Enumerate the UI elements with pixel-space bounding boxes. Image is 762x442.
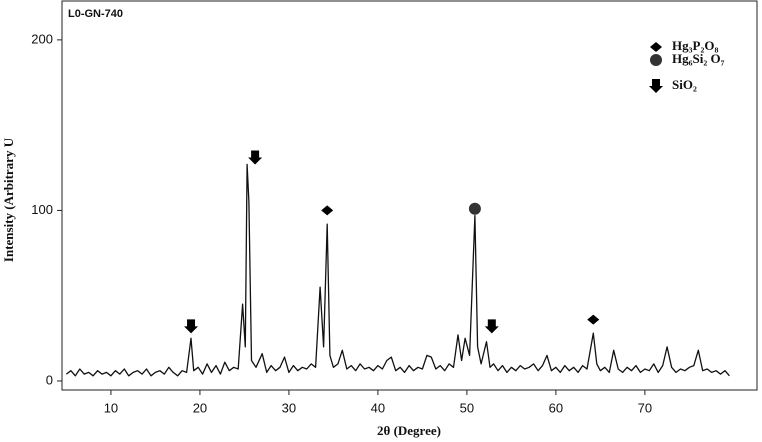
xrd-line <box>66 163 730 377</box>
legend-symbol <box>649 79 663 93</box>
arrow-marker <box>248 150 263 165</box>
diamond-marker <box>587 314 600 325</box>
plot-frame <box>61 0 758 391</box>
y-tick-label: 0 <box>46 372 53 387</box>
arrow-marker <box>184 319 199 334</box>
arrow-marker <box>484 319 499 334</box>
legend-label: Hg₃P₂O₈ <box>672 38 718 53</box>
y-tick-label: 200 <box>31 31 53 46</box>
circle-marker <box>468 202 481 215</box>
diamond-marker <box>321 205 334 216</box>
x-tick-label: 30 <box>282 400 296 415</box>
x-tick-label: 70 <box>638 400 652 415</box>
x-axis-label: 2θ (Degree) <box>377 423 441 438</box>
y-axis-label: Intensity (Arbitrary U <box>1 137 16 262</box>
legend-label: Hg₆Si₂ O₇ <box>672 51 725 66</box>
legend-symbol <box>650 54 662 66</box>
legend-label: SiO₂ <box>672 77 697 92</box>
y-tick-label: 100 <box>31 202 53 217</box>
x-tick-label: 50 <box>460 400 474 415</box>
legend-symbol <box>650 42 662 52</box>
x-tick-label: 20 <box>193 400 207 415</box>
x-tick-label: 60 <box>549 400 563 415</box>
chart-title: L0-GN-740 <box>68 8 123 20</box>
x-tick-label: 40 <box>371 400 385 415</box>
x-tick-label: 10 <box>104 400 118 415</box>
